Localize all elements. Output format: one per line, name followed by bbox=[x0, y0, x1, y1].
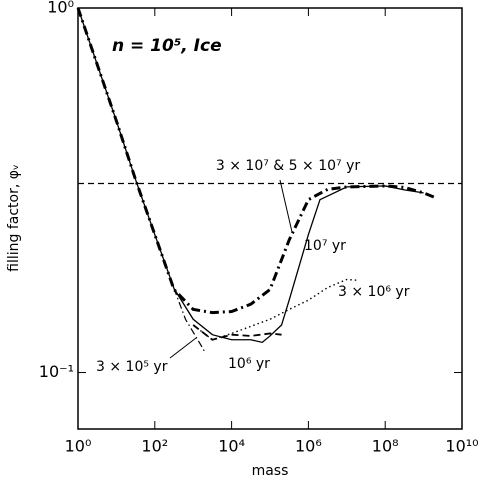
chart-title: n = 10⁵, Ice bbox=[112, 36, 222, 56]
plot-frame bbox=[77, 7, 463, 430]
x-tick-label: 10² bbox=[141, 437, 168, 456]
y-tick-label: 10⁰ bbox=[47, 0, 74, 17]
x-tick-label: 10⁰ bbox=[65, 437, 92, 456]
series-line bbox=[173, 288, 206, 353]
series-label: 10⁷ yr bbox=[304, 238, 346, 254]
series-label: 10⁶ yr bbox=[228, 356, 270, 372]
series-label: 3 × 10⁷ & 5 × 10⁷ yr bbox=[216, 158, 360, 174]
series-label: 3 × 10⁶ yr bbox=[338, 284, 410, 300]
y-axis-label: filling factor, φᵥ bbox=[6, 164, 22, 272]
leader-line bbox=[169, 337, 197, 359]
leader-line bbox=[279, 179, 293, 233]
y-tick-label: 10⁻¹ bbox=[39, 362, 74, 381]
x-tick-label: 10¹⁰ bbox=[445, 437, 478, 456]
x-tick-label: 10⁶ bbox=[295, 437, 322, 456]
x-axis-label: mass bbox=[252, 463, 289, 479]
x-tick-label: 10⁴ bbox=[218, 437, 245, 456]
series-line bbox=[77, 7, 424, 344]
series-label: 3 × 10⁵ yr bbox=[96, 359, 168, 375]
x-tick-label: 10⁸ bbox=[372, 437, 399, 456]
